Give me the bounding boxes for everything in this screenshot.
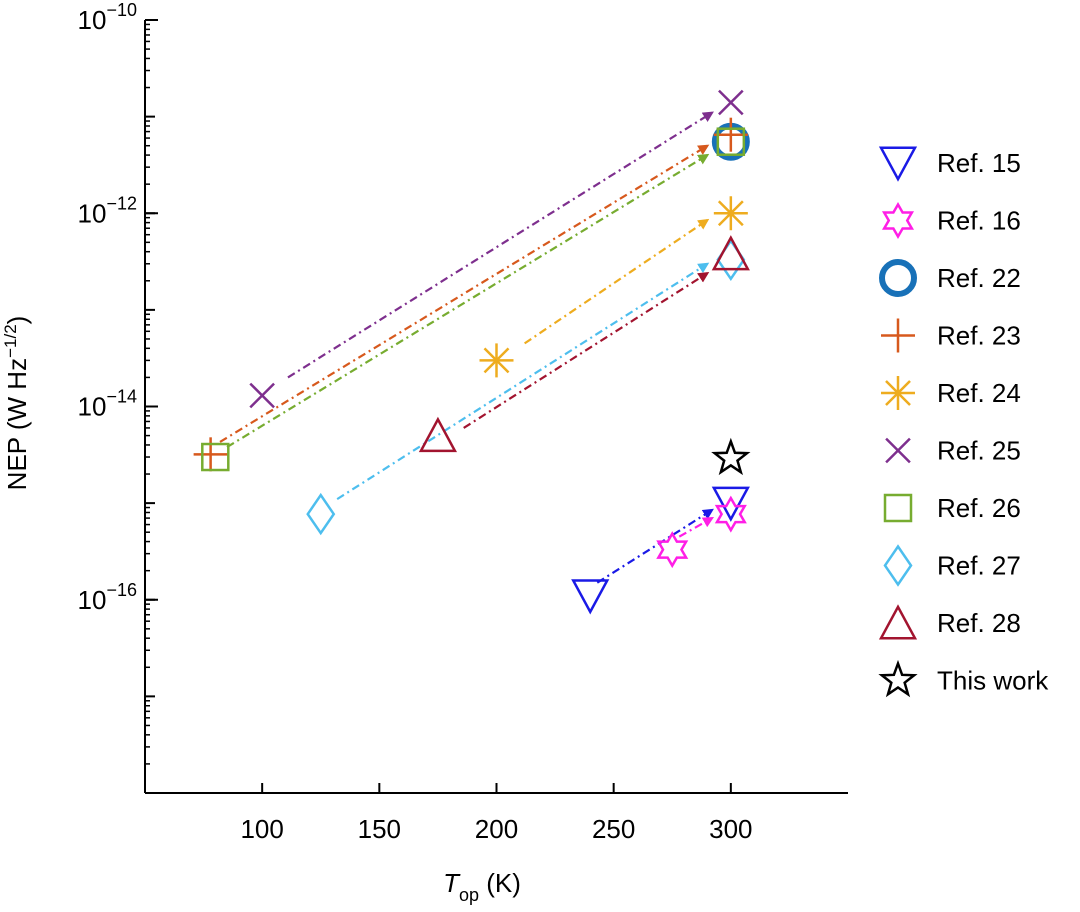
legend-marker-ref-24 bbox=[881, 376, 915, 410]
legend-marker-ref-28 bbox=[878, 604, 918, 640]
legend-marker-ref-25 bbox=[885, 437, 911, 464]
x-axis-label-main: T bbox=[443, 868, 461, 898]
x-axis-label-sub: op bbox=[459, 885, 479, 905]
legend-item-ref-15: Ref. 15 bbox=[878, 146, 1021, 182]
x-tick-label: 250 bbox=[592, 814, 635, 844]
point-ref-25-2 bbox=[718, 89, 744, 116]
arrow-ref-26 bbox=[226, 153, 710, 449]
legend-label: Ref. 16 bbox=[937, 206, 1021, 236]
legend-item-ref-23: Ref. 23 bbox=[881, 318, 1021, 353]
x-tick-label: 100 bbox=[240, 814, 283, 844]
y-axis-label-main: NEP (W Hz bbox=[2, 358, 32, 490]
legend-label: Ref. 26 bbox=[937, 493, 1021, 523]
legend-label: Ref. 28 bbox=[937, 608, 1021, 638]
legend-marker-ref-16 bbox=[881, 201, 915, 240]
legend-marker-this-work bbox=[878, 659, 918, 698]
legend-marker-ref-23 bbox=[881, 318, 915, 353]
y-axis-label: NEP (W Hz−1/2) bbox=[1, 316, 32, 491]
point-ref-28-1 bbox=[418, 416, 458, 453]
legend-label: Ref. 24 bbox=[937, 378, 1021, 408]
legend-item-ref-22: Ref. 22 bbox=[879, 259, 1021, 297]
y-tick-label: 10−16 bbox=[78, 580, 137, 615]
legend-item-ref-28: Ref. 28 bbox=[878, 604, 1021, 640]
arrow-ref-15 bbox=[596, 508, 714, 584]
point-ref-27-1 bbox=[306, 492, 336, 536]
arrow-ref-28 bbox=[463, 271, 710, 429]
y-tick-label: 10−10 bbox=[78, 0, 137, 35]
y-axis-label-close: ) bbox=[2, 316, 32, 325]
legend-label: Ref. 25 bbox=[937, 436, 1021, 466]
legend-marker-ref-27 bbox=[883, 544, 913, 587]
point-ref-15-2 bbox=[711, 486, 750, 522]
y-tick-label: 10−14 bbox=[78, 387, 137, 422]
legend-label: Ref. 15 bbox=[937, 148, 1021, 178]
arrow-ref-23 bbox=[219, 144, 710, 443]
x-tick-label: 200 bbox=[475, 814, 518, 844]
legend-item-this-work: This work bbox=[878, 659, 1049, 698]
arrows bbox=[219, 111, 715, 584]
point-this-work-1 bbox=[711, 437, 751, 476]
x-tick-label: 150 bbox=[358, 814, 401, 844]
legend-marker-ref-22 bbox=[879, 259, 917, 297]
legend-item-ref-24: Ref. 24 bbox=[881, 376, 1021, 410]
legend: Ref. 15 Ref. 16 Ref. 22 Ref. 23 Ref. 24 Ref. … bbox=[878, 146, 1049, 698]
legend-marker-ref-26 bbox=[883, 493, 913, 523]
legend-label: Ref. 27 bbox=[937, 551, 1021, 581]
legend-item-ref-27: Ref. 27 bbox=[883, 544, 1021, 587]
legend-item-ref-26: Ref. 26 bbox=[883, 493, 1021, 523]
legend-label: Ref. 23 bbox=[937, 321, 1021, 351]
point-ref-23-2 bbox=[713, 117, 748, 152]
point-ref-24-2 bbox=[713, 196, 748, 231]
y-tick-label: 10−12 bbox=[78, 193, 137, 228]
point-ref-26-1 bbox=[201, 442, 230, 472]
point-ref-16-1 bbox=[656, 531, 689, 569]
point-ref-27-2 bbox=[716, 238, 746, 281]
tick-labels: 100 150 200 250 300 10−16 10−14 10−12 10−10 bbox=[78, 0, 753, 844]
arrow-ref-25 bbox=[287, 111, 714, 379]
legend-marker-ref-15 bbox=[878, 146, 918, 182]
x-tick-label: 300 bbox=[709, 814, 752, 844]
point-ref-24-1 bbox=[479, 343, 514, 378]
point-ref-25-1 bbox=[249, 382, 275, 409]
x-axis-label: Top (K) bbox=[443, 868, 521, 905]
arrow-ref-27 bbox=[336, 262, 710, 501]
point-ref-28-2 bbox=[711, 235, 750, 271]
point-ref-23-1 bbox=[193, 437, 228, 472]
legend-label: Ref. 22 bbox=[937, 263, 1021, 293]
arrow-ref-24 bbox=[524, 218, 710, 345]
x-axis-label-unit: (K) bbox=[479, 868, 521, 898]
legend-item-ref-16: Ref. 16 bbox=[881, 201, 1021, 240]
point-ref-26-2 bbox=[716, 127, 746, 156]
point-ref-15-1 bbox=[571, 579, 610, 615]
data-markers bbox=[193, 89, 751, 615]
axes bbox=[144, 19, 848, 794]
y-axis-label-exponent: −1/2 bbox=[1, 324, 20, 358]
legend-label: This work bbox=[937, 666, 1049, 696]
point-ref-16-2 bbox=[714, 495, 747, 533]
arrow-ref-16 bbox=[678, 517, 715, 538]
legend-item-ref-25: Ref. 25 bbox=[885, 436, 1021, 466]
